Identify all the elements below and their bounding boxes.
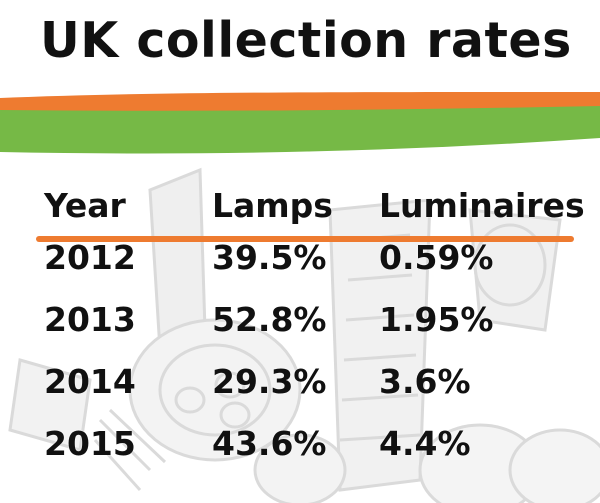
lamps-cell: 29.3%: [212, 362, 327, 401]
table-row: 2014 29.3% 3.6%: [44, 362, 584, 424]
header-lamps: Lamps: [212, 186, 333, 225]
header-luminaires: Luminaires: [379, 186, 585, 225]
table-header-row: Year Lamps Luminaires: [44, 186, 585, 238]
year-cell: 2014: [44, 362, 136, 401]
lamps-cell: 39.5%: [212, 238, 327, 277]
orange-green-wave-banner: [0, 92, 600, 154]
header-year: Year: [44, 186, 126, 225]
luminaires-cell: 4.4%: [379, 424, 471, 463]
table-row: 2015 43.6% 4.4%: [44, 424, 584, 486]
luminaires-cell: 3.6%: [379, 362, 471, 401]
table-row: 2013 52.8% 1.95%: [44, 300, 584, 362]
table-row: 2012 39.5% 0.59%: [44, 238, 584, 300]
year-cell: 2015: [44, 424, 136, 463]
luminaires-cell: 1.95%: [379, 300, 494, 339]
luminaires-cell: 0.59%: [379, 238, 494, 277]
page-title: UK collection rates: [40, 12, 572, 69]
header-divider: [36, 236, 574, 242]
lamps-cell: 52.8%: [212, 300, 327, 339]
year-cell: 2012: [44, 238, 136, 277]
collection-rates-table: Year Lamps Luminaires 2012 39.5% 0.59% 2…: [44, 186, 585, 486]
year-cell: 2013: [44, 300, 136, 339]
lamps-cell: 43.6%: [212, 424, 327, 463]
